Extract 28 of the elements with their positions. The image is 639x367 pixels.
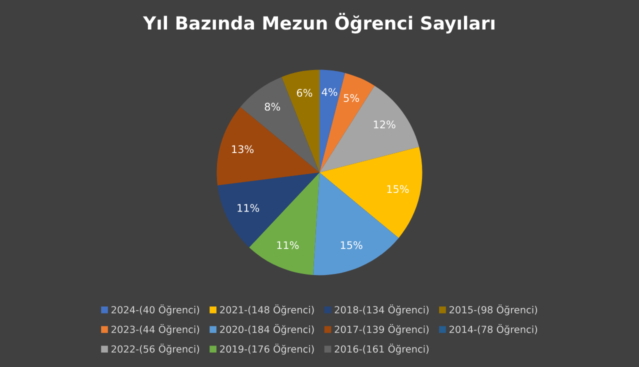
legend-label: 2017-(139 Öğrenci) (334, 324, 429, 335)
data-label: 15% (340, 241, 362, 250)
chart-title: Yıl Bazında Mezun Öğrenci Sayıları (142, 12, 494, 34)
pie-slice (218, 172, 320, 248)
legend-label: 2014-(78 Öğrenci) (450, 324, 538, 335)
pie-slice (320, 72, 375, 172)
data-label: 13% (232, 145, 254, 154)
legend-label: 2020-(184 Öğrenci) (220, 324, 314, 335)
legend-label: 2018-(134 Öğrenci) (334, 304, 429, 316)
data-label: 4% (322, 88, 338, 96)
legend-label: 2022-(56 Öğrenci) (112, 344, 200, 355)
data-label: 12% (374, 120, 396, 128)
legend-label: 2016-(161 Öğrenci) (334, 344, 429, 355)
pie-slice (282, 70, 320, 172)
legend-label: 2023-(44 Öğrenci) (112, 324, 200, 335)
pie-slice (320, 86, 420, 172)
data-label: 11% (238, 204, 260, 212)
data-label: 5% (344, 94, 360, 102)
legend-label: 2015-(98 Öğrenci) (450, 304, 538, 316)
data-label: 15% (387, 185, 409, 193)
data-label: 11% (277, 241, 299, 250)
legend-label: 2021-(148 Öğrenci) (220, 304, 314, 316)
data-label: 6% (296, 88, 312, 97)
pie-slice (320, 70, 346, 172)
data-label: 8% (264, 102, 280, 111)
pie-slice (320, 146, 422, 238)
legend-label: 2019-(176 Öğrenci) (220, 344, 314, 355)
legend-label: 2024-(40 Öğrenci) (112, 304, 200, 316)
